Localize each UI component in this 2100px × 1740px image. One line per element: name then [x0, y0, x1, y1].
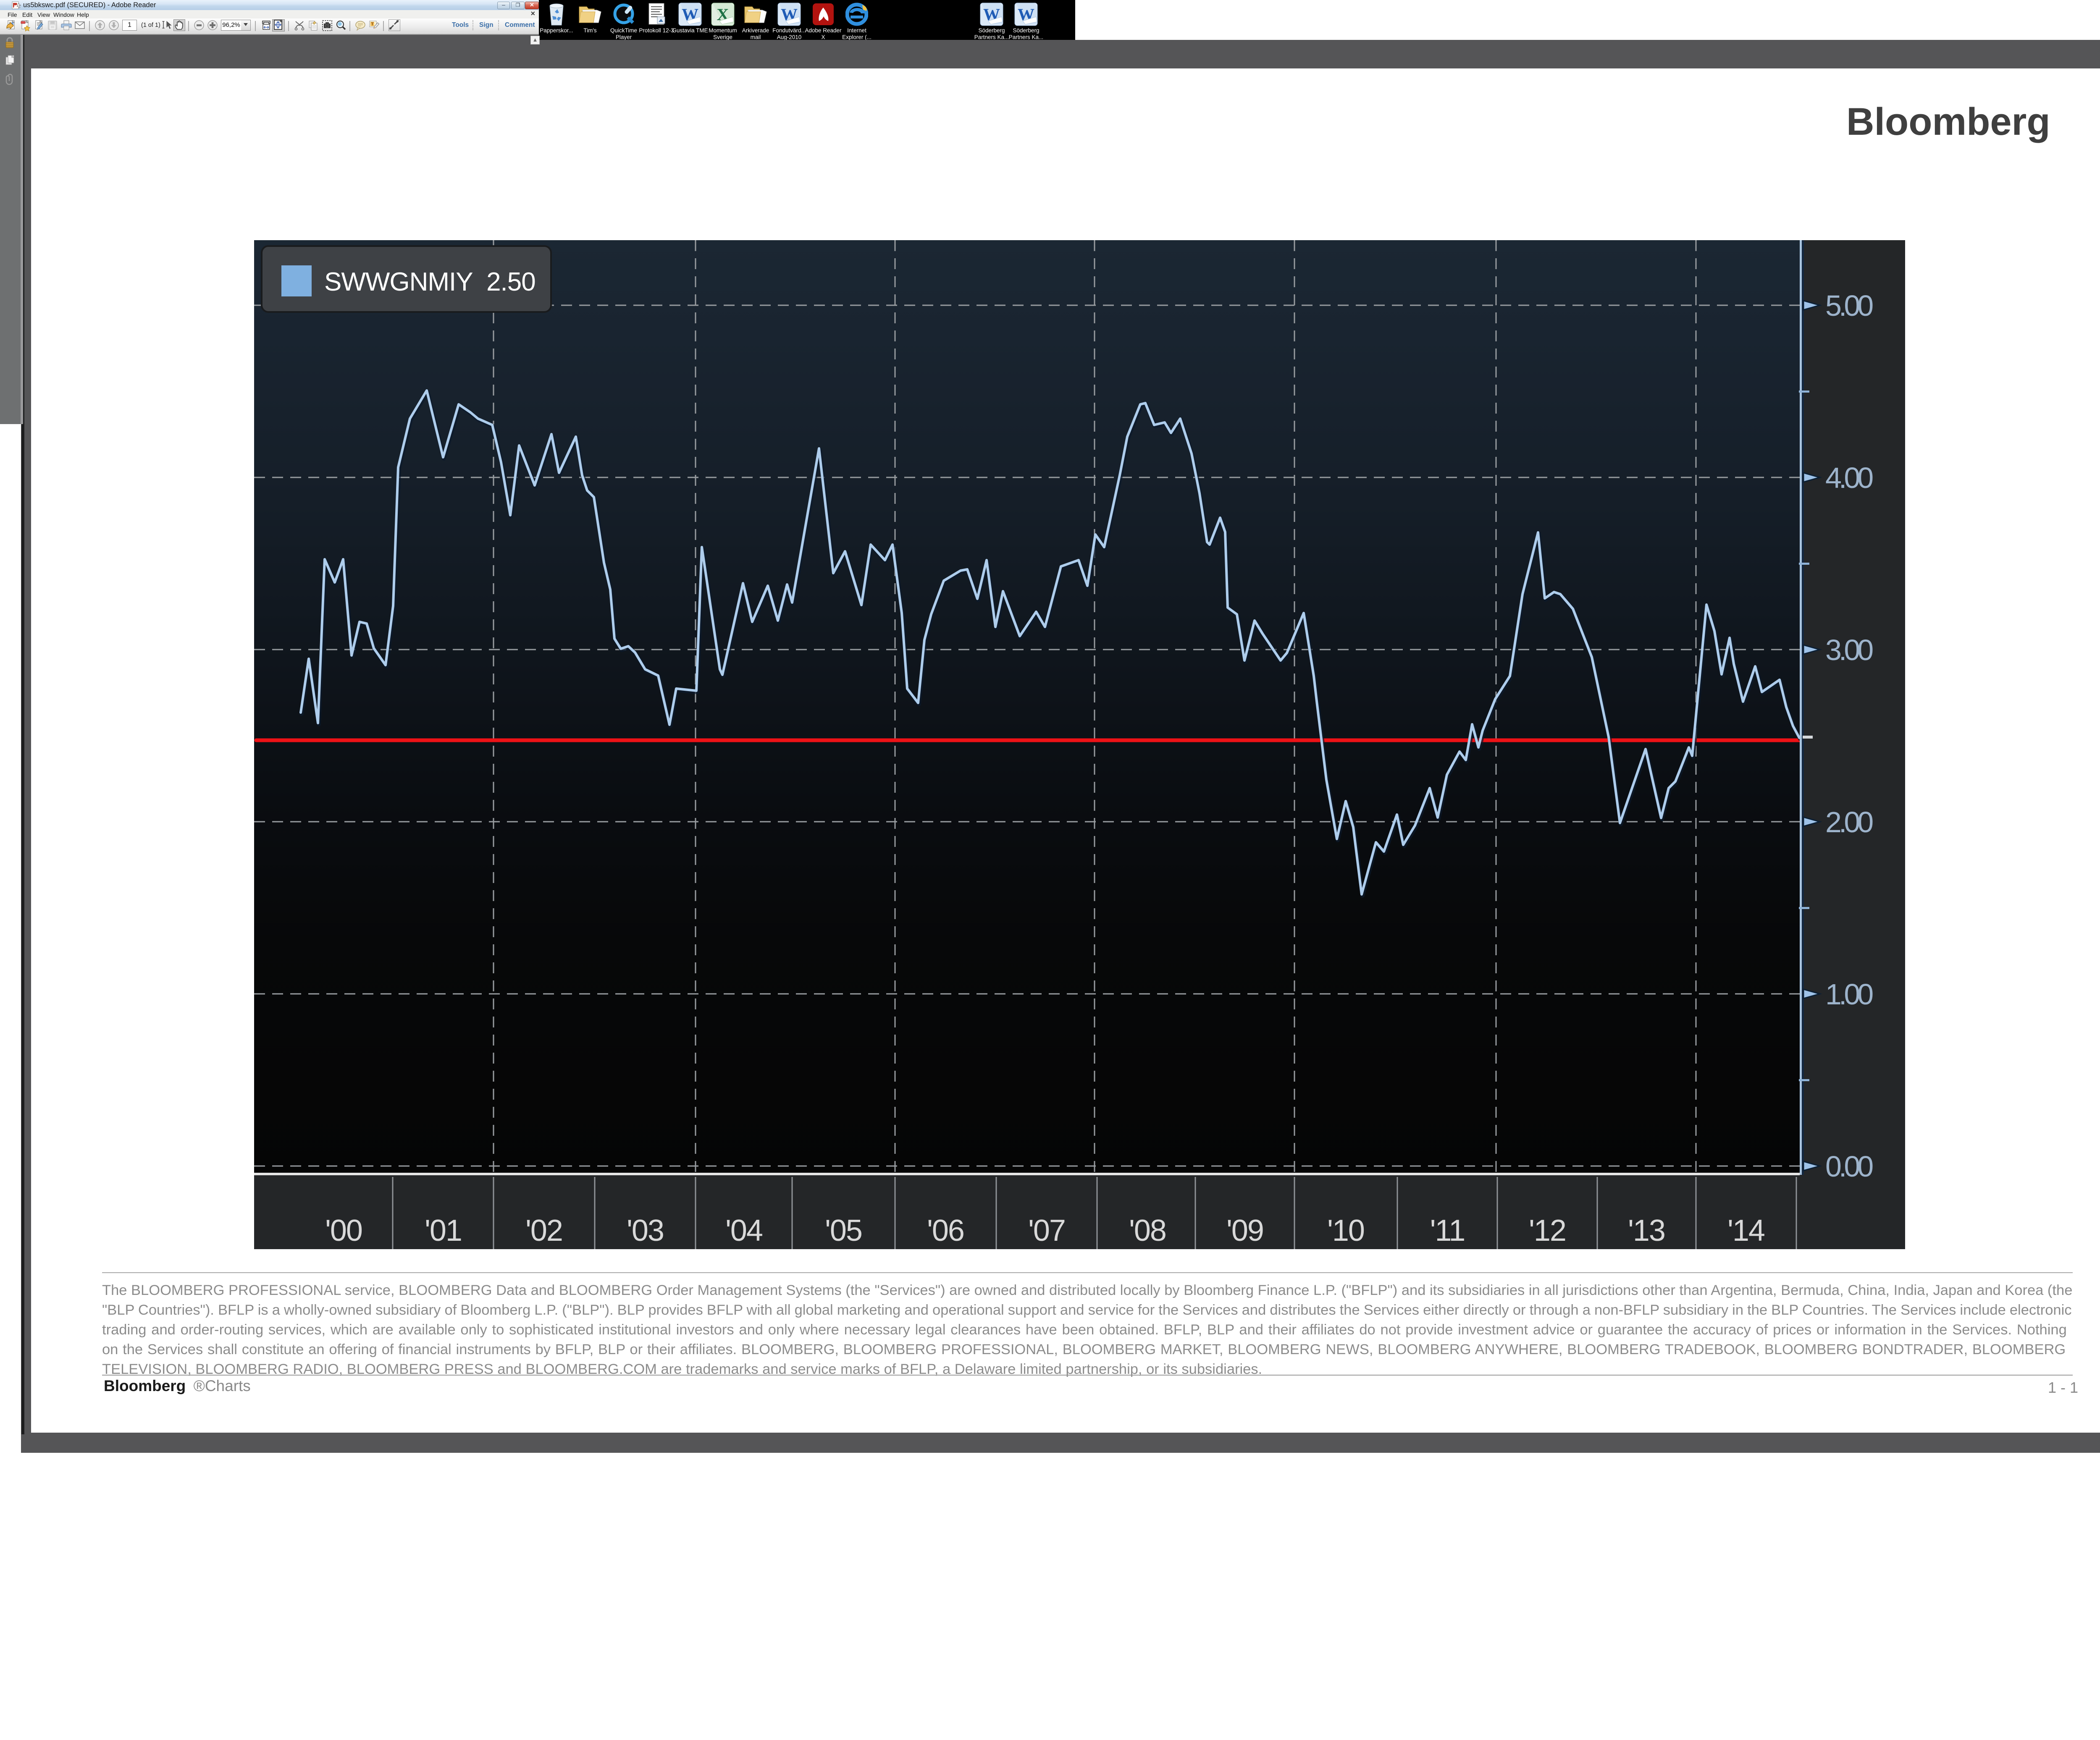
svg-text:'14: '14 [1727, 1214, 1764, 1247]
svg-text:'06: '06 [927, 1214, 964, 1247]
svg-text:'04: '04 [725, 1214, 762, 1247]
svg-text:'12: '12 [1529, 1214, 1566, 1247]
svg-text:'13: '13 [1628, 1214, 1665, 1247]
svg-text:'02: '02 [525, 1214, 562, 1247]
svg-text:'11: '11 [1430, 1214, 1465, 1247]
svg-text:'09: '09 [1226, 1214, 1263, 1247]
svg-text:'00: '00 [325, 1214, 362, 1247]
svg-text:4.00: 4.00 [1825, 461, 1873, 494]
svg-text:2.00: 2.00 [1825, 806, 1873, 839]
svg-text:5.00: 5.00 [1825, 289, 1873, 322]
svg-text:0.00: 0.00 [1825, 1150, 1873, 1183]
svg-text:'03: '03 [627, 1214, 664, 1247]
svg-text:SWWGNMIY 2.50: SWWGNMIY 2.50 [324, 267, 536, 296]
svg-text:'05: '05 [825, 1214, 862, 1247]
svg-text:'07: '07 [1028, 1214, 1065, 1247]
svg-text:'08: '08 [1129, 1214, 1166, 1247]
svg-text:1.00: 1.00 [1825, 978, 1873, 1011]
svg-text:'10: '10 [1327, 1214, 1364, 1247]
svg-text:'01: '01 [425, 1214, 462, 1247]
svg-text:T: T [371, 22, 373, 27]
svg-text:3.00: 3.00 [1825, 634, 1873, 666]
